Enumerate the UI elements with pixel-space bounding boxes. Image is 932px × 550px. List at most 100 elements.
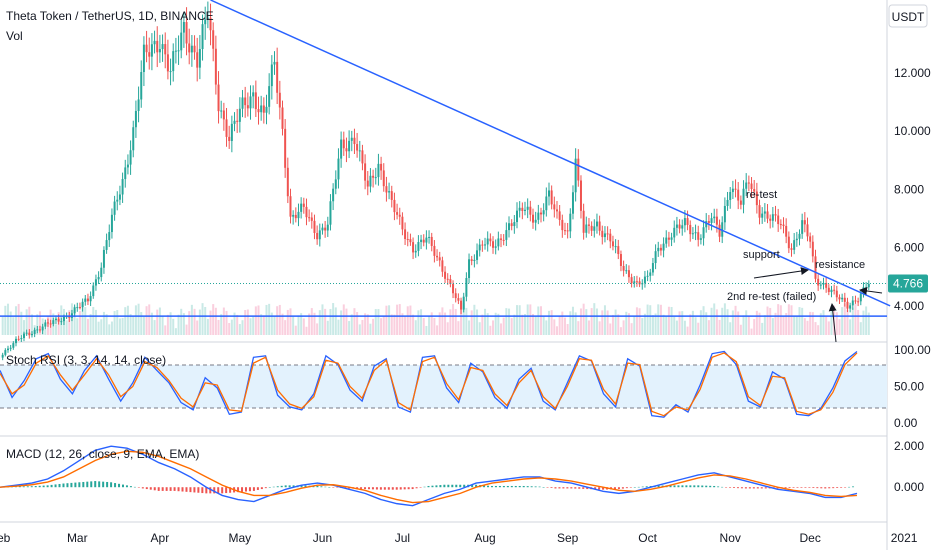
time-tick: Jul: [395, 531, 410, 545]
volume-bar: [222, 307, 225, 335]
vol-label: Vol: [6, 29, 23, 43]
volume-bar: [198, 309, 201, 335]
signal-line: [0, 450, 858, 504]
macd-hist-bar: [566, 487, 569, 489]
candle-body: [484, 244, 487, 246]
volume-bar: [731, 310, 734, 335]
candle-body: [683, 218, 686, 226]
volume-bar: [228, 323, 231, 335]
candle-body: [89, 296, 92, 302]
candle-body: [30, 333, 33, 336]
candle-body: [729, 192, 732, 200]
macd-hist-bar: [161, 487, 164, 491]
macd-hist-bar: [740, 487, 743, 489]
volume-bar: [811, 312, 814, 335]
stoch-tick: 100.00: [894, 343, 931, 357]
candle-body: [238, 108, 241, 122]
volume-bar: [830, 309, 833, 335]
volume-bar: [625, 311, 628, 335]
macd-tick: 2.000: [894, 439, 924, 453]
candle-body: [337, 158, 340, 180]
volume-bar: [78, 310, 81, 335]
volume-bar: [436, 325, 439, 335]
volume-bar: [316, 323, 319, 335]
macd-hist-bar: [118, 483, 121, 488]
candle-body: [201, 24, 204, 50]
volume-bar: [249, 318, 252, 335]
candle-body: [206, 17, 209, 20]
candle-body: [364, 163, 367, 181]
macd-hist-bar: [34, 486, 37, 488]
volume-bar: [108, 324, 111, 335]
volume-bar: [433, 318, 436, 335]
volume-bar: [526, 304, 529, 335]
volume-bar: [86, 318, 89, 335]
volume-bar: [734, 305, 737, 335]
volume-bar: [409, 305, 412, 335]
candle-body: [342, 139, 345, 149]
currency-button[interactable]: USDT: [888, 4, 928, 28]
volume-bar: [364, 313, 367, 335]
candle-body: [134, 110, 137, 128]
macd-hist-bar: [617, 487, 620, 490]
candle-body: [859, 293, 862, 302]
volume-bar: [164, 325, 167, 335]
volume-bar: [516, 305, 519, 335]
volume-bar: [9, 311, 12, 335]
volume-bar: [646, 304, 649, 335]
volume-bar: [609, 323, 612, 335]
volume-bar: [212, 304, 215, 335]
candle-body: [38, 329, 41, 331]
candle-body: [361, 150, 364, 164]
volume-bar: [289, 308, 292, 335]
volume-bar: [257, 305, 260, 335]
candle-body: [41, 326, 44, 331]
volume-bar: [252, 316, 255, 335]
candle-body: [550, 190, 553, 205]
macd-hist-bar: [110, 482, 113, 488]
candle-body: [611, 241, 614, 247]
candle-body: [12, 343, 15, 348]
volume-bar: [262, 315, 265, 335]
candle-body: [454, 293, 457, 299]
price-axis-ticks: 4.000 6.000 8.000 10.000 12.000: [894, 66, 931, 313]
volume-bar: [782, 315, 785, 335]
volume-bar: [745, 310, 748, 335]
candle-body: [377, 163, 380, 178]
candle-body: [771, 214, 774, 221]
candle-body: [710, 218, 713, 223]
candle-body: [819, 284, 822, 286]
macd-hist-bar: [800, 487, 803, 488]
annotation-resistance: resistance: [815, 259, 865, 271]
candle-body: [425, 237, 428, 243]
candle-body: [497, 238, 500, 247]
volume-bar: [324, 308, 327, 335]
volume-bar: [476, 309, 479, 335]
macd-hist-bar: [387, 487, 390, 490]
macd-hist-bar: [502, 485, 505, 488]
candle-body: [449, 279, 452, 284]
price-tick: 12.000: [894, 66, 931, 80]
macd-hist-bar: [248, 487, 251, 492]
volume-bar: [404, 316, 407, 335]
macd-hist-bar: [756, 487, 759, 489]
macd-hist-bar: [669, 485, 672, 488]
volume-bar: [420, 309, 423, 335]
volume-bar: [638, 308, 641, 335]
macd-hist-bar: [280, 485, 283, 488]
candle-body: [182, 22, 185, 33]
candle-body: [249, 96, 252, 109]
candle-body: [174, 50, 177, 52]
volume-bar: [585, 309, 588, 335]
candle-body: [105, 240, 108, 250]
macd-hist-bar: [490, 485, 493, 488]
volume-bar: [683, 320, 686, 335]
macd-hist-bar: [729, 487, 732, 488]
volume-bar: [121, 317, 124, 335]
candle-body: [571, 192, 574, 214]
volume-bar: [134, 305, 137, 335]
volume-bar: [417, 310, 420, 335]
volume-bar: [563, 317, 566, 335]
macd-hist-bar: [371, 487, 374, 490]
volume-bar: [492, 320, 495, 335]
